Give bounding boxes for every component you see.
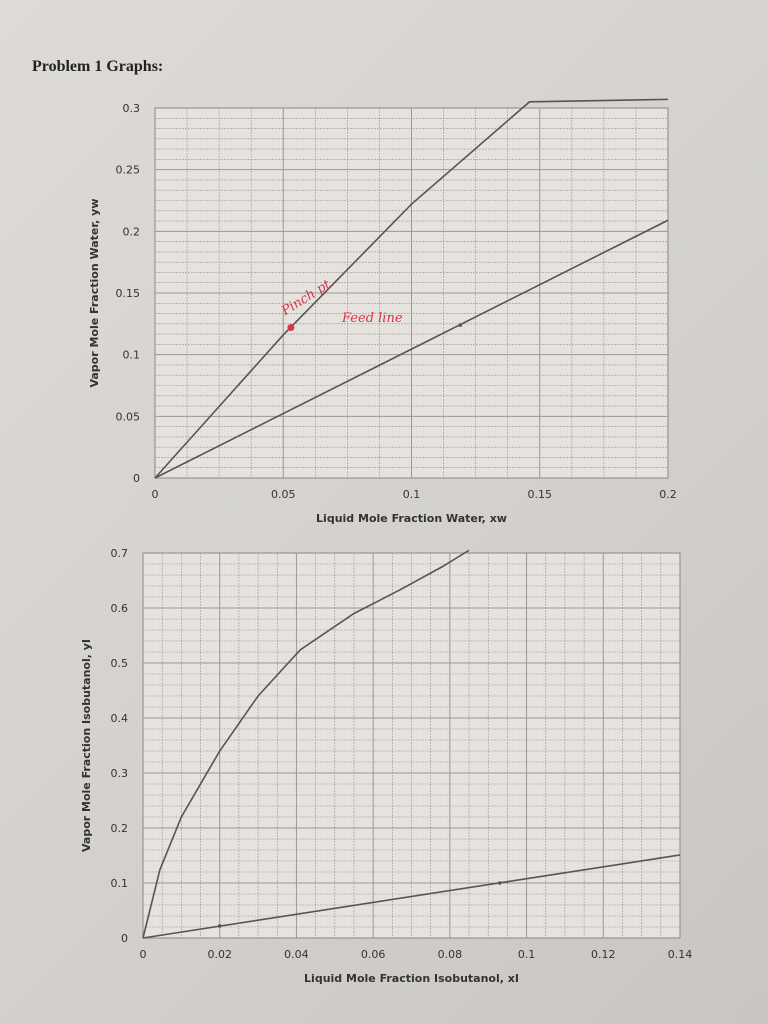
series-point <box>217 924 222 928</box>
y-tick-label: 0.7 <box>111 547 129 560</box>
y-tick-label: 0.6 <box>111 602 129 615</box>
x-axis-label: Liquid Mole Fraction Water, xw <box>316 512 507 525</box>
y-tick-label: 0.2 <box>123 225 141 238</box>
x-tick-label: 0.04 <box>284 948 309 961</box>
y-tick-label: 0.1 <box>111 877 129 890</box>
y-axis-label: Vapor Mole Fraction Isobutanol, yI <box>80 639 93 852</box>
y-tick-label: 0 <box>133 472 140 485</box>
series-line-2 <box>154 219 669 479</box>
x-tick-label: 0.06 <box>361 948 386 961</box>
x-tick-label: 0 <box>140 948 147 961</box>
pinch-point-marker <box>287 324 295 332</box>
chart-2: 0 0.02 0.04 0.06 0.08 0.1 0.12 0.14 0 0.1 0.2 0.3 0.… <box>80 547 692 985</box>
x-tick-label: 0.15 <box>528 488 553 501</box>
y-tick-label: 0.3 <box>123 102 141 115</box>
x-tick-label: 0.05 <box>271 488 296 501</box>
x-axis-label: Liquid Mole Fraction Isobutanol, xI <box>304 972 519 985</box>
y-tick-label: 0.05 <box>116 410 141 423</box>
x-tick-label: 0.1 <box>518 948 536 961</box>
series-point <box>458 323 463 327</box>
page-heading: Problem 1 Graphs: <box>32 58 164 75</box>
y-tick-label: 0.15 <box>116 287 141 300</box>
x-tick-label: 0.08 <box>438 948 463 961</box>
y-tick-label: 0.25 <box>116 164 141 177</box>
y-tick-label: 0.2 <box>111 822 129 835</box>
feed-line-annotation: Feed line <box>341 311 403 326</box>
x-tick-label: 0 <box>152 488 159 501</box>
y-tick-label: 0.1 <box>123 349 141 362</box>
series-line-1 <box>154 98 669 479</box>
y-tick-label: 0 <box>121 932 128 945</box>
series-point <box>497 881 502 885</box>
x-tick-label: 0.12 <box>591 948 616 961</box>
y-tick-label: 0.4 <box>111 712 129 725</box>
y-axis-label: Vapor Mole Fraction Water, yw <box>88 198 101 387</box>
series-line-2 <box>142 854 681 939</box>
chart-1: 0 0.05 0.1 0.15 0.2 0 0.05 0.1 0.15 0.2 0.25 0.3 Liq… <box>88 98 677 525</box>
x-tick-label: 0.02 <box>207 948 232 961</box>
x-tick-label: 0.2 <box>659 488 677 501</box>
series-line-1 <box>142 549 470 939</box>
x-tick-label: 0.1 <box>403 488 421 501</box>
y-tick-label: 0.3 <box>111 767 129 780</box>
x-tick-label: 0.14 <box>668 948 693 961</box>
y-tick-label: 0.5 <box>111 657 129 670</box>
